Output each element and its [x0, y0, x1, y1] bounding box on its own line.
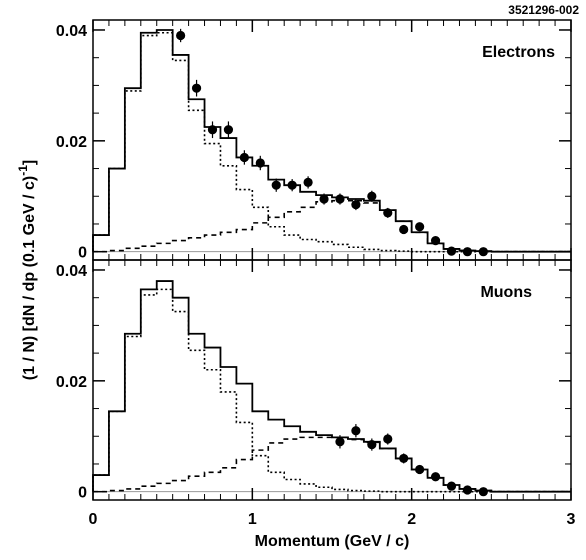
data-point-muons	[430, 472, 441, 482]
y-tick-label-electrons: 0.04	[56, 23, 87, 40]
data-point-electrons	[335, 194, 345, 204]
data-point-muons	[446, 481, 457, 491]
data-point-muons	[335, 437, 345, 447]
data-point-muons	[415, 464, 425, 475]
y-tick-label-muons: 0.04	[56, 263, 87, 280]
x-tick-label: 3	[567, 511, 576, 528]
histogram-dashed-muons	[93, 436, 571, 493]
data-point-electrons	[367, 191, 377, 201]
histogram-dotted-electrons	[92, 31, 571, 253]
data-point-electrons	[446, 246, 457, 256]
data-point-muons	[383, 434, 393, 444]
y-tick-label-muons: 0	[78, 485, 87, 502]
data-point-electrons	[383, 208, 393, 218]
data-point-electrons	[319, 194, 329, 204]
y-axis-label-close: ]	[21, 160, 38, 165]
y-tick-label-electrons: 0	[78, 245, 87, 262]
histogram-dashed-electrons	[93, 199, 571, 253]
histogram-solid-muons	[92, 280, 571, 493]
data-point-electrons	[399, 224, 409, 235]
data-point-electrons	[207, 125, 218, 135]
y-tick-label-muons: 0.02	[56, 374, 87, 391]
data-point-electrons	[223, 125, 234, 135]
data-point-muons	[478, 487, 488, 497]
data-point-electrons	[239, 152, 249, 163]
panel-title-electrons: Electrons	[482, 44, 555, 61]
data-point-electrons	[303, 177, 313, 188]
data-point-electrons	[430, 236, 441, 246]
data-point-muons	[367, 439, 377, 450]
data-point-electrons	[176, 30, 186, 41]
panel-title-muons: Muons	[480, 284, 532, 301]
histogram-solid-electrons	[92, 29, 571, 253]
figure-id: 3521296-002	[508, 3, 579, 17]
x-tick-label: 1	[248, 511, 257, 528]
x-tick-label: 0	[89, 511, 98, 528]
data-point-electrons	[271, 180, 281, 190]
y-axis-label: (1 / N) [dN / dp (0.1 GeV / c)-1]	[16, 160, 38, 380]
data-point-electrons	[351, 199, 361, 210]
data-point-electrons	[255, 158, 265, 168]
data-point-muons	[351, 426, 361, 436]
data-point-muons	[462, 485, 473, 495]
data-point-electrons	[415, 222, 425, 232]
histogram-dotted-muons	[92, 288, 571, 493]
data-point-electrons	[191, 83, 202, 93]
data-point-electrons	[287, 180, 297, 190]
y-axis-label-main: (1 / N) [dN / dp (0.1 GeV / c)	[21, 176, 38, 380]
y-axis-label-exponent: -1	[16, 165, 30, 176]
data-point-muons	[399, 453, 409, 464]
x-tick-label: 2	[407, 511, 416, 528]
data-point-electrons	[478, 247, 488, 257]
y-tick-label-electrons: 0.02	[56, 134, 87, 151]
data-point-electrons	[462, 247, 473, 257]
x-axis-label: Momentum (GeV / c)	[255, 533, 410, 550]
